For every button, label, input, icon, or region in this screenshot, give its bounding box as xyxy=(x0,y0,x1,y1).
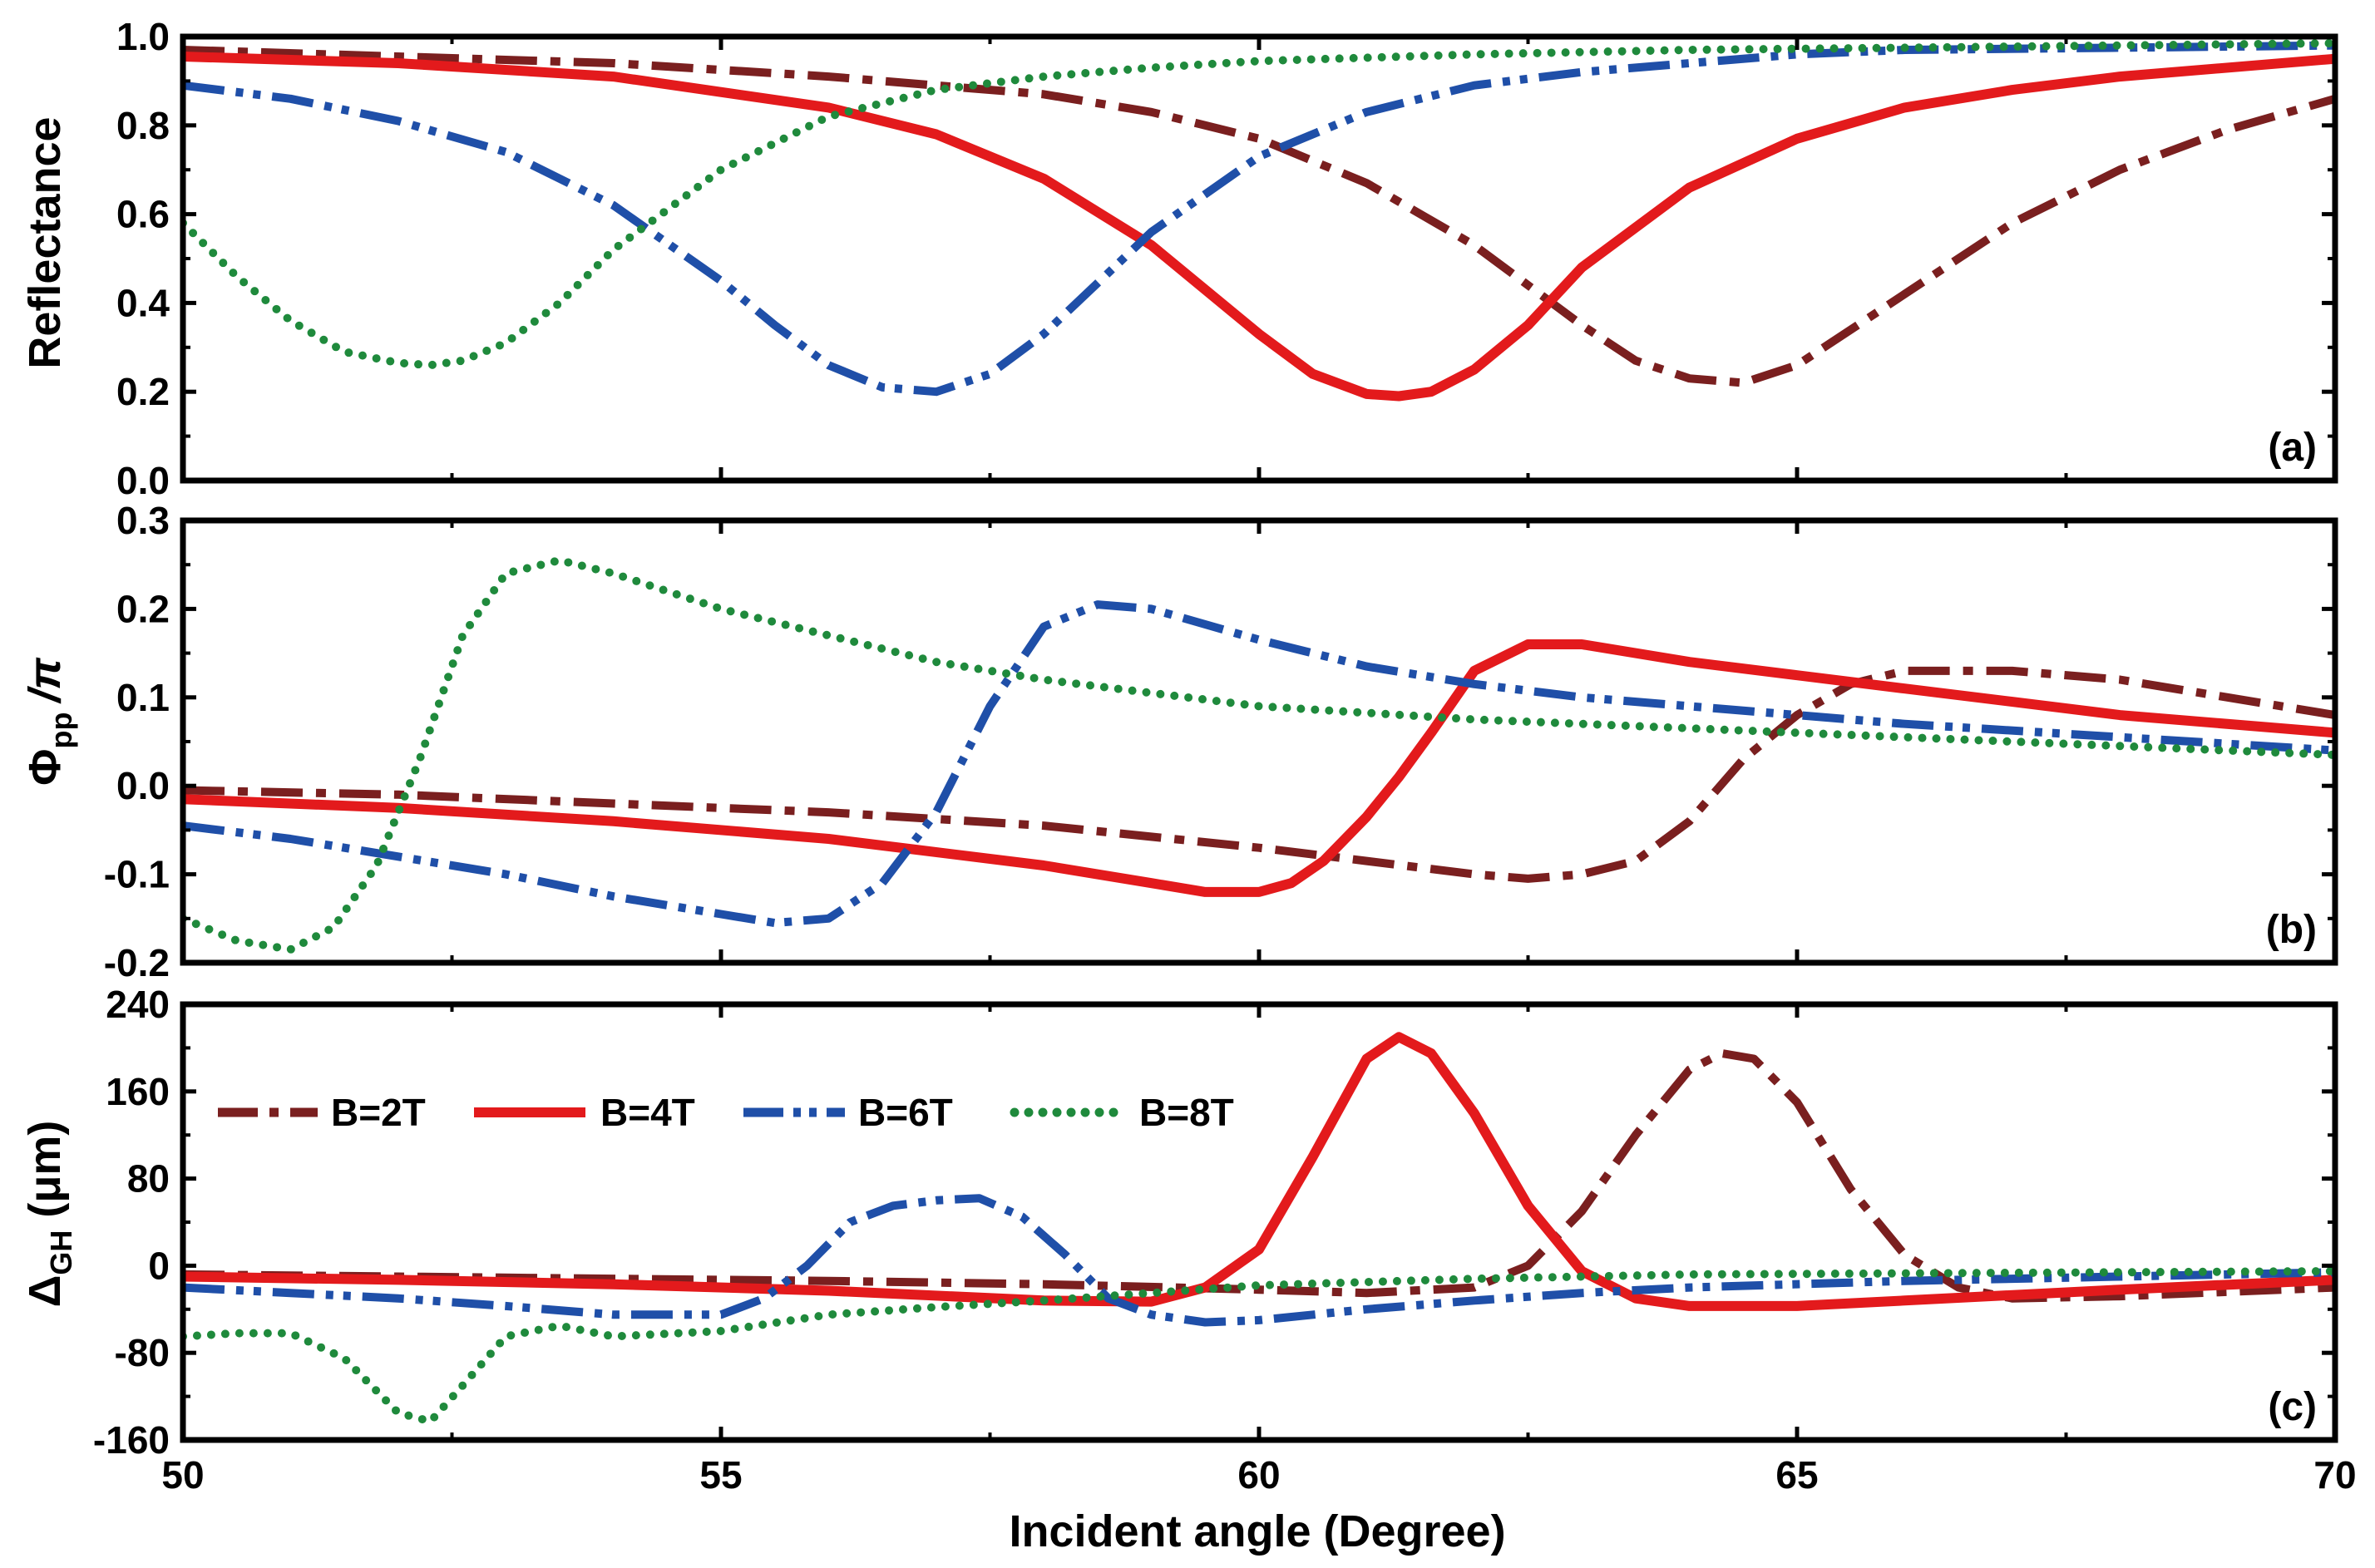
series-line-b2t xyxy=(183,666,2335,883)
y-tick-label: 160 xyxy=(106,1070,170,1113)
series-group xyxy=(183,1032,2335,1426)
x-tick-label: 60 xyxy=(1237,1453,1280,1497)
panel-tag: (a) xyxy=(2268,426,2317,470)
panels: 0.00.20.40.60.81.0(a)-0.2-0.10.00.10.20.… xyxy=(93,15,2357,1497)
y-tick-label: 0.2 xyxy=(116,370,170,413)
y-axis-title-c: ΔGH (μm) xyxy=(20,1121,78,1308)
y-tick-label: 1.0 xyxy=(116,15,170,58)
series-line-b4t xyxy=(183,639,2335,897)
y-tick-label: 240 xyxy=(106,983,170,1026)
y-tick-label: 0.4 xyxy=(116,281,170,324)
plot-frame xyxy=(180,33,2338,484)
series-group xyxy=(183,555,2335,954)
y-axis-title-c-sub: GH xyxy=(44,1230,78,1275)
y-tick-label: 0.0 xyxy=(116,764,170,807)
y-tick-label: 0.6 xyxy=(116,193,170,236)
panel-tag: (b) xyxy=(2266,908,2317,952)
x-tick-label: 50 xyxy=(161,1453,204,1497)
y-tick-label: 0.2 xyxy=(116,587,170,630)
panel-tag: (c) xyxy=(2268,1385,2317,1429)
panel-3: -160 -80 0 80 160 240 50 55 60 65 70 (c) xyxy=(93,983,2357,1497)
panel-1: 0.0 0.2 0.4 0.6 0.8 1.0 (a) xyxy=(116,15,2338,502)
y-axis-title-c-suffix: (μm) xyxy=(20,1121,70,1230)
panel-2: -0.2 -0.1 0.0 0.1 0.2 0.3 (b) xyxy=(104,499,2338,984)
x-tick-label: 65 xyxy=(1775,1453,1818,1497)
y-tick-label: -80 xyxy=(115,1331,170,1374)
series-line-b6t xyxy=(183,600,2335,928)
y-axis-title-a: Reflectance xyxy=(20,116,70,368)
x-tick-label: 70 xyxy=(2313,1453,2356,1497)
plot-frame xyxy=(180,1001,2338,1443)
y-axis-title-b-suffix: /π xyxy=(20,658,70,704)
y-tick-label: -160 xyxy=(93,1418,170,1462)
y-axis-title-b-sub: pp xyxy=(44,713,78,749)
series-group xyxy=(183,39,2335,402)
series-line-b2t xyxy=(183,1049,2335,1303)
series-line-b4t xyxy=(183,1032,2335,1311)
x-tick-label: 55 xyxy=(699,1453,742,1497)
series-line-b8t xyxy=(183,555,2335,954)
y-axis-title-c-main: Δ xyxy=(20,1275,70,1308)
y-axis-title-b: Φpp/π xyxy=(20,658,78,786)
series-line-b8t xyxy=(183,39,2335,370)
series-line-b8t xyxy=(183,1267,2335,1426)
legend-label-b4t: B=4T xyxy=(600,1091,695,1134)
y-tick-label: -0.2 xyxy=(104,941,170,984)
legend: B=2T B=4T B=6T B=8T xyxy=(218,1091,1234,1134)
series-line-b2t xyxy=(183,46,2335,387)
legend-label-b2t: B=2T xyxy=(331,1091,426,1134)
legend-label-b8t: B=8T xyxy=(1139,1091,1234,1134)
y-tick-label: -0.1 xyxy=(104,853,170,896)
y-tick-label: 0.8 xyxy=(116,104,170,147)
x-axis-title: Incident angle (Degree) xyxy=(1009,1506,1505,1556)
y-tick-label: 0 xyxy=(148,1244,170,1287)
y-axis-title-b-main: Φ xyxy=(20,749,70,786)
legend-label-b6t: B=6T xyxy=(858,1091,953,1134)
series-line-b6t xyxy=(183,41,2335,397)
series-line-b4t xyxy=(183,52,2335,402)
y-tick-label: 80 xyxy=(127,1157,170,1201)
series-line-b6t xyxy=(183,1194,2335,1327)
y-tick-label: 0.1 xyxy=(116,676,170,719)
y-tick-label: 0.3 xyxy=(116,499,170,542)
y-tick-label: 0.0 xyxy=(116,459,170,502)
